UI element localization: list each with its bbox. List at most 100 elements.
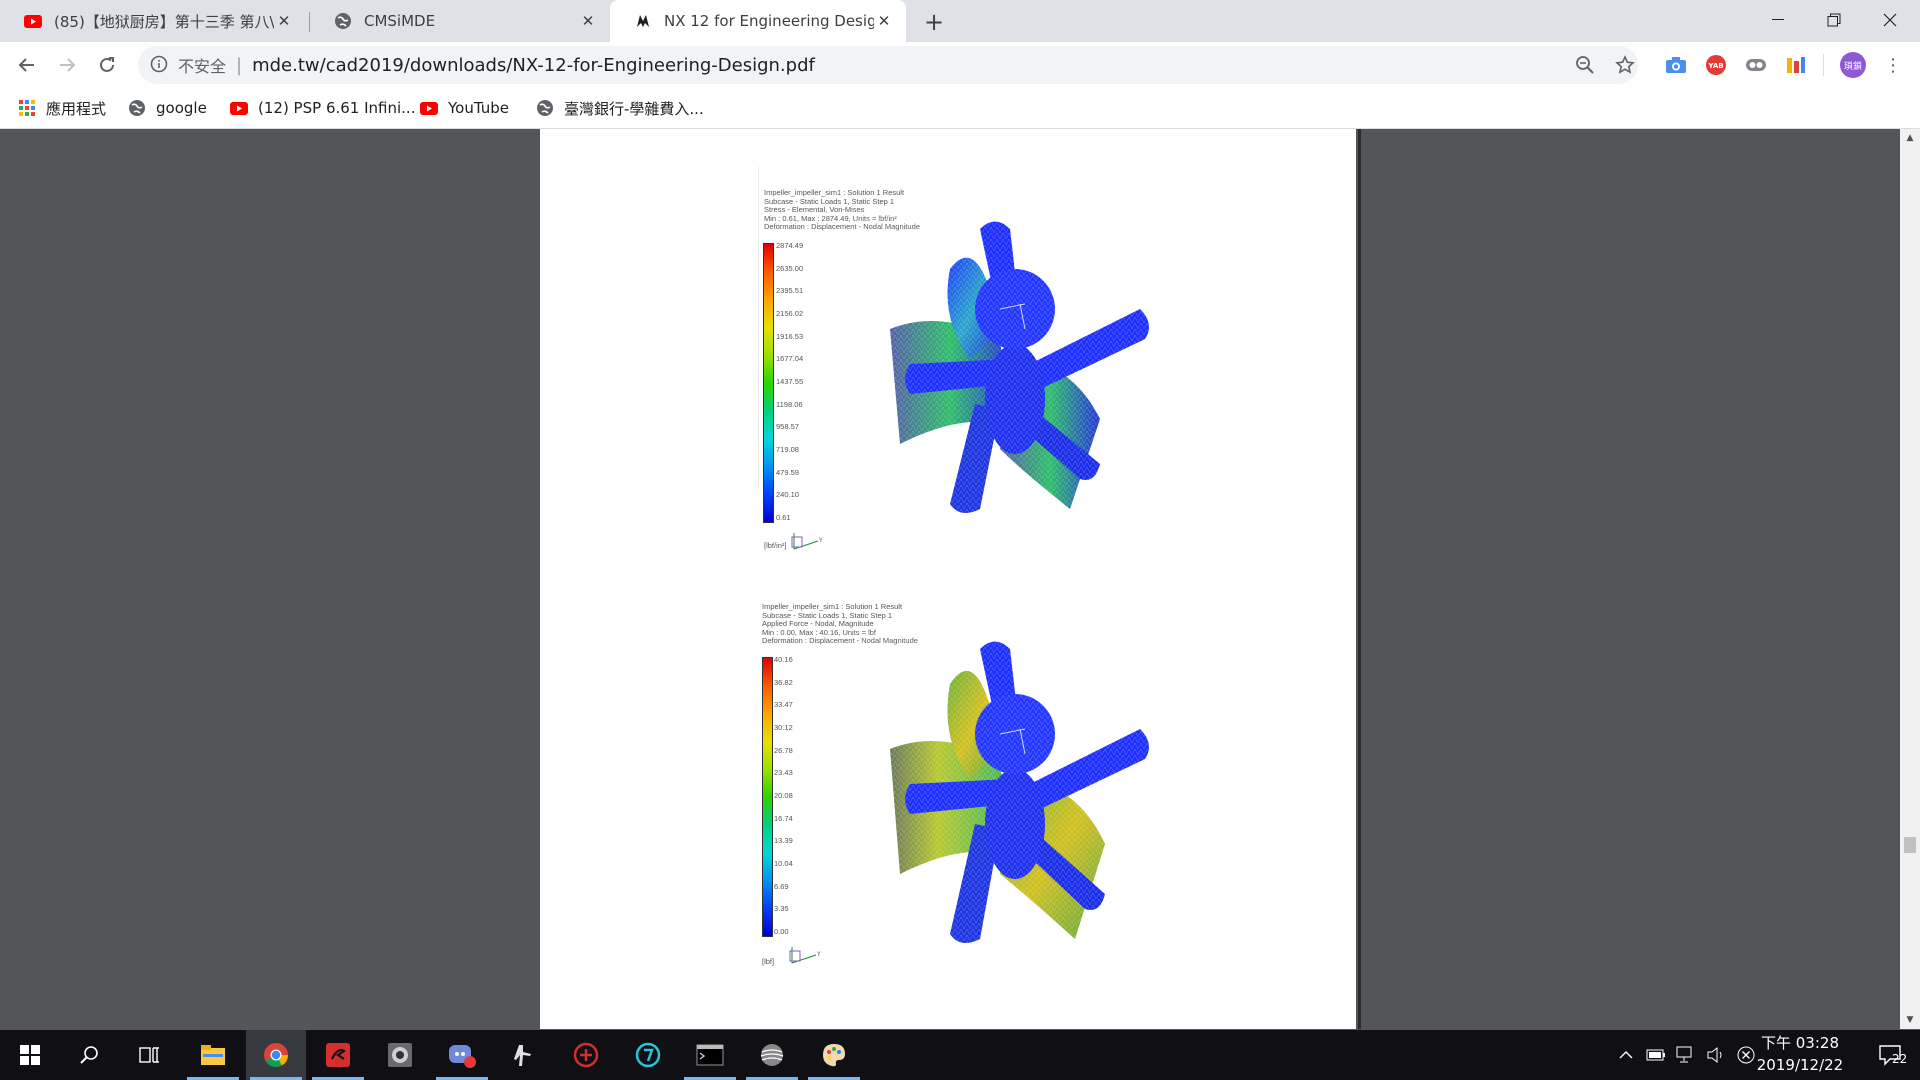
close-window-button[interactable] [1862,0,1918,40]
scroll-down-icon[interactable]: ▼ [1906,1015,1914,1025]
svg-text:Y: Y [818,537,823,544]
app-teal-icon[interactable] [618,1030,678,1080]
vertical-scrollbar[interactable]: ▲ ▼ [1900,129,1920,1029]
tab-strip: (85)【地狱厨房】第十三季 第八\ ✕ CMSiMDE ✕ NX 12 for… [0,0,1920,42]
bookmarks-bar: 應用程式 google (12) PSP 6.61 Infini... YouT… [0,88,1920,129]
zoom-icon[interactable] [1575,55,1595,79]
bookmark-bank[interactable]: 臺灣銀行-學雜費入... [536,96,704,120]
scroll-up-icon[interactable]: ▲ [1906,133,1914,143]
bookmark-google[interactable]: google [128,96,207,120]
x-circle-icon[interactable] [1732,1030,1760,1080]
stress-figure-header: Impeller_impeller_sim1 : Solution 1 Resu… [764,188,920,232]
header-line: Stress - Elemental, Von-Mises [764,205,865,215]
running-indicator [746,1077,798,1080]
chevron-up-icon[interactable] [1612,1030,1640,1080]
omnibox-separator: | [236,54,243,76]
legend-tick: 2156.02 [776,309,804,318]
header-line: Subcase - Static Loads 1, Static Step 1 [764,196,895,206]
header-line: Applied Force - Nodal, Magnitude [762,619,874,629]
app-icon[interactable] [370,1030,430,1080]
security-label: 不安全 [178,57,227,76]
impeller-force-model [850,629,1180,959]
app-sphere-icon[interactable] [742,1030,802,1080]
forward-button[interactable] [52,50,82,80]
battery-icon[interactable] [1642,1030,1670,1080]
notification-count: 22 [1892,1052,1908,1066]
legend-tick: 23.43 [774,768,793,778]
task-view-icon[interactable] [120,1030,180,1080]
header-line: Deformation : Displacement - Nodal Magni… [762,636,918,646]
tab-cmsimde[interactable]: CMSiMDE ✕ [310,0,610,42]
terminal-icon[interactable] [680,1030,740,1080]
bookmark-psp[interactable]: (12) PSP 6.61 Infini... [230,96,415,120]
close-icon[interactable]: ✕ [877,12,891,30]
legend-tick: 719.08 [776,445,799,454]
impeller-stress-model [850,209,1180,529]
app-red-icon[interactable] [556,1030,616,1080]
tab-separator [309,12,310,32]
bookmark-youtube[interactable]: YouTube [420,96,509,120]
network-icon[interactable] [1672,1030,1700,1080]
yab-extension-icon[interactable]: YAB [1705,54,1727,76]
triad-axis-icon: Y [789,947,821,964]
paint-icon[interactable] [804,1030,864,1080]
camera-extension-icon[interactable] [1665,54,1687,76]
garena-icon[interactable] [308,1030,368,1080]
file-explorer-icon[interactable] [183,1030,243,1080]
address-bar[interactable]: 不安全 | mde.tw/cad2019/downloads/NX-12-for… [138,46,1638,84]
profile-initials: 瑣鎖 [1843,61,1862,72]
tab-nx12-pdf[interactable]: NX 12 for Engineering Design ✕ [610,0,906,42]
triad-axis-icon: Y [791,533,823,550]
legend-tick: 20.08 [774,791,793,800]
legend-tick: 26.78 [774,745,793,755]
legend-tick: 958.57 [776,422,799,432]
star-icon[interactable] [1615,55,1635,79]
info-icon[interactable] [150,55,168,77]
chrome-icon[interactable] [246,1030,306,1080]
link-extension-icon[interactable] [1745,54,1767,76]
discord-icon[interactable] [432,1030,492,1080]
bookmark-label: google [156,99,207,117]
legend-tick: 6.69 [774,881,789,891]
youtube-icon [230,99,248,117]
minimize-button[interactable] [1750,0,1806,40]
tab-hells-kitchen[interactable]: (85)【地狱厨房】第十三季 第八\ ✕ [0,0,306,42]
toolbar-divider [1823,54,1824,76]
start-icon[interactable] [0,1030,60,1080]
volume-icon[interactable] [1702,1030,1730,1080]
apps-grid-icon [18,99,36,117]
running-indicator [436,1077,488,1080]
legend-tick: 479.59 [776,467,799,477]
menu-icon[interactable]: ⋮ [1884,54,1902,76]
scroll-thumb[interactable] [1904,837,1916,853]
legend-tick: 36.82 [774,677,793,687]
notifications-icon[interactable]: 22 [1862,1030,1920,1080]
reload-button[interactable] [92,50,122,80]
bookmark-label: YouTube [448,99,509,117]
legend-tick: 1677.04 [776,354,804,364]
running-indicator [187,1077,239,1080]
cs-icon[interactable] [494,1030,554,1080]
close-icon[interactable]: ✕ [277,12,291,30]
header-line: Impeller_impeller_sim1 : Solution 1 Resu… [764,188,905,197]
translate-extension-icon[interactable] [1785,54,1807,76]
stress-unit: [lbf/in²] [764,541,787,550]
profile-avatar[interactable]: 瑣鎖 [1840,52,1866,78]
new-tab-button[interactable]: + [923,8,945,36]
svg-text:Y: Y [816,951,821,958]
close-icon[interactable]: ✕ [581,12,595,30]
restore-button[interactable] [1806,0,1862,40]
bookmark-label: 應用程式 [46,99,107,118]
bookmark-apps[interactable]: 應用程式 [18,96,106,120]
back-button[interactable] [12,50,42,80]
legend-tick: 40.16 [774,655,793,664]
globe-icon [128,99,146,117]
pdf-viewer-icon [634,12,652,30]
clock[interactable]: 下午 03:28 2019/12/22 [1752,1032,1848,1078]
url-text[interactable]: mde.tw/cad2019/downloads/NX-12-for-Engin… [252,54,815,76]
force-unit: [lbf] [762,957,775,966]
search-icon[interactable] [60,1030,120,1080]
running-indicator [250,1077,302,1080]
legend-tick: 2874.49 [776,241,804,250]
youtube-icon [420,99,438,117]
